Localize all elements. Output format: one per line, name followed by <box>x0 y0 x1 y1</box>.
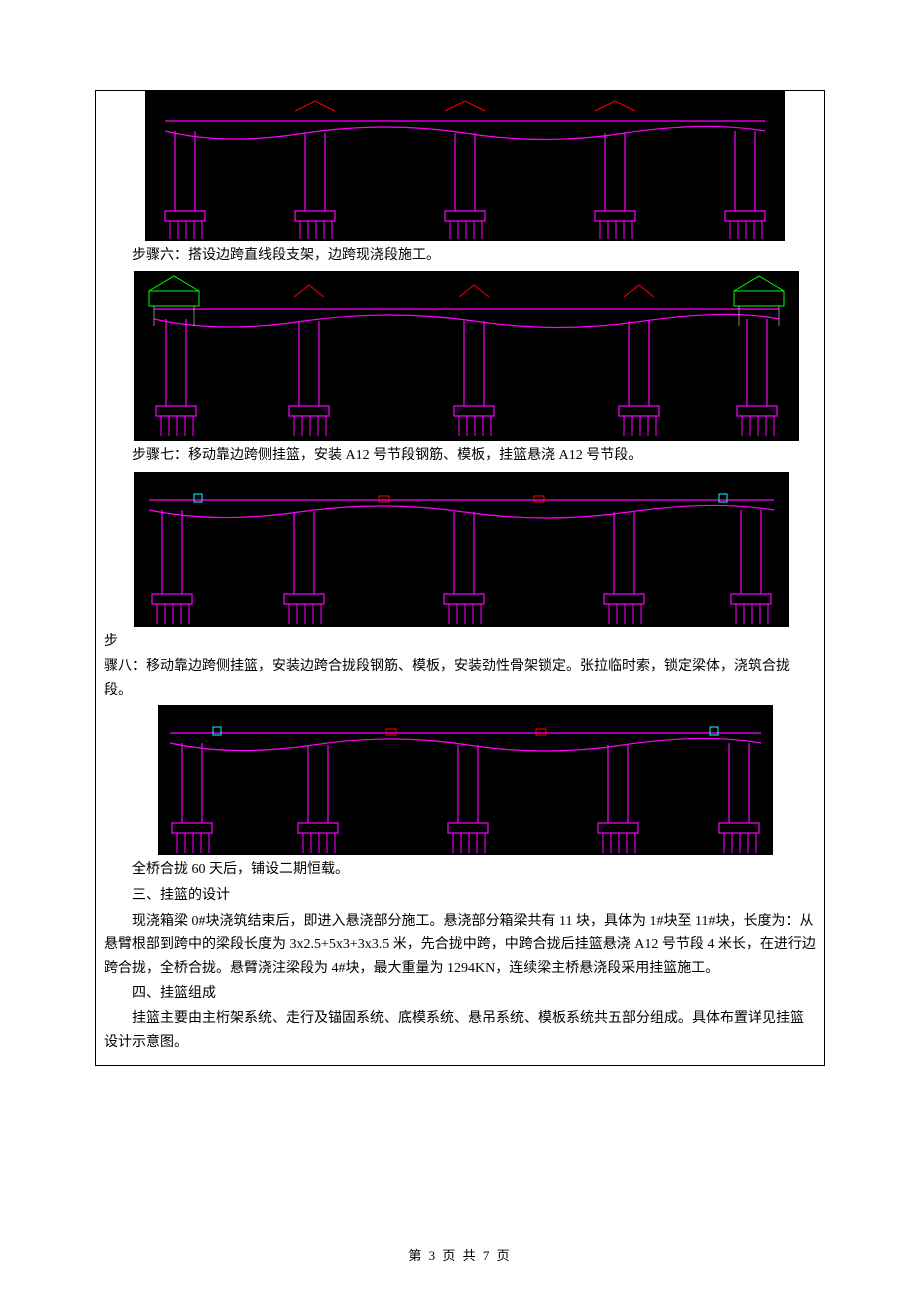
page-frame: 步骤六：搭设边跨直线段支架，边跨现浇段施工。 <box>95 90 825 1066</box>
diagram-step6-wrap <box>134 91 796 241</box>
page-footer: 第 3 页 共 7 页 <box>0 1246 920 1307</box>
section4-body: 挂篮主要由主桁架系统、走行及锚固系统、底模系统、悬吊系统、模板系统共五部分组成。… <box>104 1007 816 1055</box>
step7-text: 步骤七：移动靠边跨侧挂篮，安装 A12 号节段钢筋、模板，挂篮悬浇 A12 号节… <box>132 445 816 467</box>
section3-body: 现浇箱梁 0#块浇筑结束后，即进入悬浇部分施工。悬浇部分箱梁共有 11 块，具体… <box>104 910 816 981</box>
diagram-step8-wrap: 步 <box>104 472 816 653</box>
step8-text: 骤八：移动靠边跨侧挂篮，安装边跨合拢段钢筋、模板，安装劲性骨架锁定。张拉临时索，… <box>104 655 816 703</box>
section4-title: 四、挂篮组成 <box>104 983 816 1005</box>
section3-title: 三、挂篮的设计 <box>104 885 816 907</box>
step8-prefix: 步 <box>104 634 118 649</box>
step9-text: 全桥合拢 60 天后，铺设二期恒载。 <box>132 859 816 881</box>
diagram-step6 <box>145 91 785 241</box>
diagram-step9 <box>158 705 773 855</box>
content-cell: 步骤六：搭设边跨直线段支架，边跨现浇段施工。 <box>96 91 824 1065</box>
diagram-step8 <box>134 472 789 627</box>
diagram-step7 <box>134 271 799 441</box>
diagram-step7-wrap <box>134 271 796 441</box>
step6-text: 步骤六：搭设边跨直线段支架，边跨现浇段施工。 <box>132 245 816 267</box>
diagram-step9-wrap <box>134 705 796 855</box>
